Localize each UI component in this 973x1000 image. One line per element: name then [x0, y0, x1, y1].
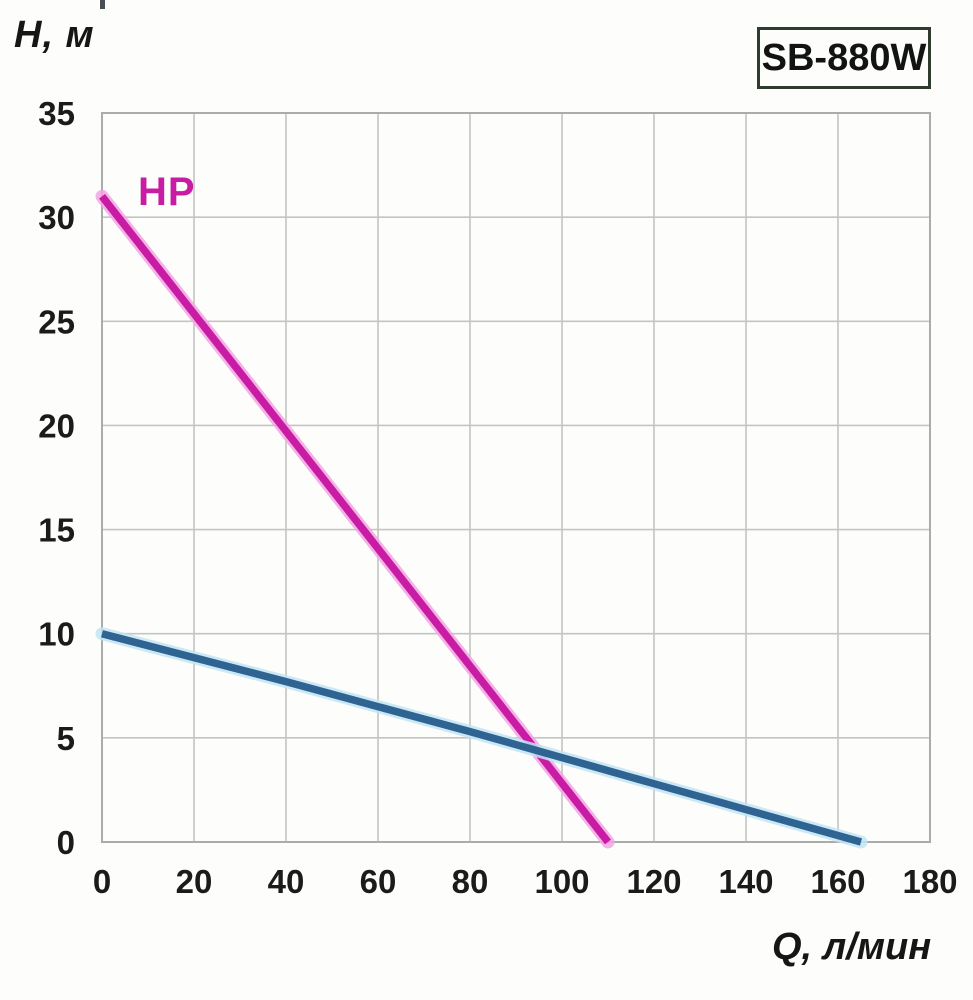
model-badge: SB-880W	[757, 27, 931, 89]
y-axis-title: H, м	[14, 14, 95, 56]
top-edge-artifact	[100, 0, 105, 9]
x-tick-label: 160	[810, 863, 865, 900]
x-tick-label: 20	[176, 863, 213, 900]
x-tick-label: 40	[268, 863, 305, 900]
flow-head-curve-line	[101, 630, 863, 846]
y-tick-label: 5	[57, 720, 75, 757]
y-tick-label: 35	[38, 95, 75, 132]
y-tick-label: 0	[57, 824, 75, 861]
hp-series-label: HP	[138, 170, 196, 214]
y-tick-label: 25	[38, 303, 75, 340]
y-tick-label: 15	[38, 512, 75, 549]
x-tick-label: 0	[93, 863, 111, 900]
y-tick-label: 30	[38, 199, 75, 236]
x-tick-label: 120	[626, 863, 681, 900]
x-tick-label: 100	[534, 863, 589, 900]
y-tick-label: 10	[38, 616, 75, 653]
x-tick-label: 180	[902, 863, 957, 900]
x-axis-title: Q, л/мин	[772, 926, 932, 968]
y-tick-label: 20	[38, 407, 75, 444]
plot-frame	[101, 112, 931, 843]
x-tick-label: 60	[360, 863, 397, 900]
x-tick-label: 80	[452, 863, 489, 900]
x-tick-label: 140	[718, 863, 773, 900]
hp-curve-line	[99, 194, 611, 845]
